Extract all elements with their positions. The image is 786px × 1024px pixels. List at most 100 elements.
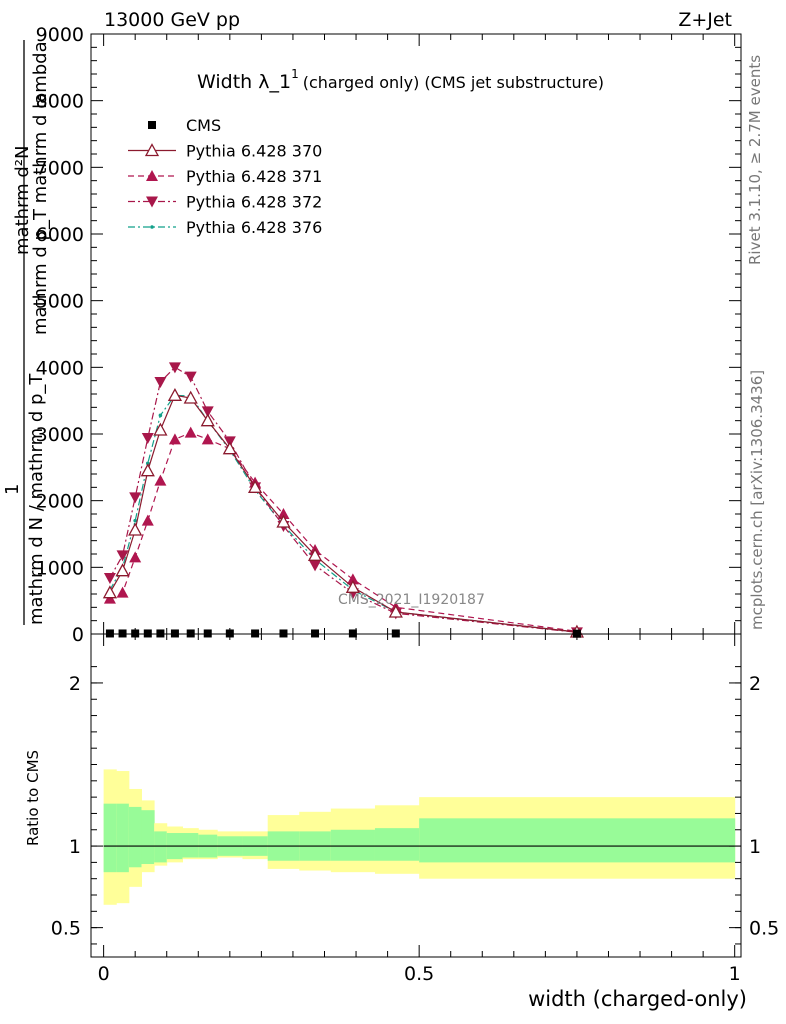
ylabel-line2: mathrm d p_T mathrm d lambda (30, 41, 51, 335)
data-point-series-4 (158, 413, 163, 418)
main-ytick-label: 7000 (36, 157, 84, 179)
ylabel-line1: mathrm d²N (12, 146, 33, 255)
ylabel-denom: mathrm d N / mathrm d p_T (26, 373, 47, 625)
data-point-series-2 (184, 426, 197, 438)
main-ytick-label: 5000 (36, 291, 84, 313)
data-point-series-3 (201, 406, 214, 418)
ratio-band-inner (182, 833, 199, 858)
data-point-series-0 (391, 629, 400, 638)
analysis-watermark: CMS_2021_I1920187 (338, 592, 485, 608)
ratio-xtick-label: 1 (729, 963, 741, 985)
main-ytick-label: 0 (72, 624, 84, 646)
data-point-series-1 (307, 547, 323, 561)
legend-label: CMS (186, 116, 221, 135)
data-point-series-0 (348, 629, 357, 638)
ratio-ytick-label: 2 (69, 673, 81, 695)
data-point-series-2 (277, 508, 290, 519)
data-point-series-3 (309, 560, 322, 572)
data-point-series-3 (168, 362, 181, 374)
data-point-series-0 (203, 629, 212, 638)
main-ytick-label: 3000 (36, 424, 84, 446)
ratio-frame (90, 633, 742, 958)
data-point-series-0 (118, 629, 127, 638)
data-point-series-2 (129, 551, 142, 563)
data-point-series-2 (346, 573, 359, 585)
plot-title-sup: 1 (291, 67, 299, 81)
data-point-series-0 (105, 629, 114, 638)
data-point-series-1 (167, 387, 183, 401)
data-point-series-4 (133, 518, 137, 523)
data-point-series-0 (131, 629, 140, 638)
main-ytick-label: 4000 (36, 357, 84, 379)
ratio-band-inner (374, 828, 420, 861)
plot-title-suffix: (charged only) (CMS jet substructure) (303, 73, 604, 92)
main-ytick-label: 9000 (36, 24, 84, 46)
main-ytick-label: 8000 (36, 91, 84, 113)
plot-title-main: Width λ_1 (197, 71, 291, 93)
main-ytick-label: 1000 (36, 557, 84, 579)
data-point-series-3 (129, 492, 142, 504)
data-point-series-1 (140, 463, 155, 477)
legend-marker (146, 196, 158, 208)
legend-label: Pythia 6.428 370 (186, 142, 322, 161)
legend-marker (144, 143, 160, 157)
data-point-series-1 (200, 413, 215, 427)
data-point-series-1 (115, 563, 130, 577)
energy-label: 13000 GeV pp (104, 9, 240, 31)
data-point-series-3 (141, 433, 154, 444)
data-point-series-0 (170, 629, 179, 638)
data-point-series-3 (154, 377, 167, 388)
legend-label: Pythia 6.428 376 (186, 218, 322, 237)
ratio-band-inner (103, 803, 117, 873)
data-point-series-0 (279, 629, 288, 638)
ratio-band-inner (128, 806, 142, 868)
data-point-series-2 (168, 433, 181, 445)
data-point-series-1 (153, 422, 168, 436)
legend-label: Pythia 6.428 371 (186, 167, 322, 186)
ratio-xtick-label: 0.5 (404, 963, 434, 985)
data-point-series-1 (345, 579, 360, 593)
mcplots-label: mcplots.cern.ch [arXiv:1306.3436] (748, 370, 766, 630)
data-point-series-1 (128, 522, 143, 536)
data-point-series-0 (311, 629, 320, 638)
ratio-ytick-label-right: 1 (749, 836, 761, 858)
ratio-xtick-label: 0 (98, 963, 110, 985)
process-label: Z+Jet (678, 9, 732, 31)
data-point-series-2 (141, 514, 154, 526)
legend-marker (146, 170, 158, 181)
data-point-series-1 (222, 441, 237, 455)
data-point-series-1 (102, 585, 118, 599)
data-point-series-1 (183, 390, 198, 404)
main-ytick-label: 6000 (36, 224, 84, 246)
data-point-series-1 (388, 604, 403, 618)
rivet-label: Rivet 3.1.10, ≥ 2.7M events (746, 55, 764, 265)
ratio-panel: 0.5 0.5 1 1 2 2 0 0.5 1 (51, 633, 779, 985)
ratio-band-inner (154, 831, 168, 863)
legend-marker (148, 121, 156, 129)
ratio-ytick-label-right: 0.5 (749, 918, 779, 940)
data-point-series-2 (116, 586, 129, 598)
ratio-ylabel: Ratio to CMS (24, 750, 42, 846)
data-point-series-0 (156, 629, 165, 638)
ratio-band-inner (330, 829, 376, 861)
ratio-ytick-label: 0.5 (51, 918, 81, 940)
ratio-ytick-label: 1 (69, 836, 81, 858)
data-point-series-0 (186, 629, 195, 638)
series-line-4 (109, 394, 577, 633)
data-point-series-3 (103, 573, 116, 584)
legend-label: Pythia 6.428 372 (186, 193, 322, 212)
ratio-band-inner (141, 810, 155, 865)
ratio-band-inner (419, 818, 736, 863)
main-ytick-label: 2000 (36, 491, 84, 513)
ylabel-numer-one: 1 (2, 484, 23, 495)
main-panel: 0 1000 2000 3000 4000 5000 6000 7000 8000 9000 CMS… (36, 24, 742, 646)
ratio-ytick-label-right: 2 (749, 673, 761, 695)
data-point-series-0 (225, 629, 234, 638)
x-axis-label: width (charged-only) (528, 987, 747, 1011)
main-ylabel: mathrm d²N mathrm d p_T mathrm d lambda … (2, 40, 51, 625)
ratio-band-inner (116, 803, 130, 873)
legend-marker (150, 225, 154, 229)
data-point-series-2 (154, 474, 167, 486)
data-point-series-3 (116, 550, 129, 562)
